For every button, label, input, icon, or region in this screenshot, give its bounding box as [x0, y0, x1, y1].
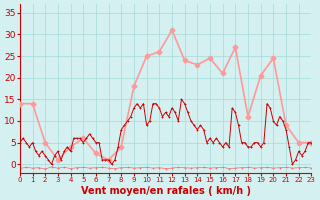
- X-axis label: Vent moyen/en rafales ( km/h ): Vent moyen/en rafales ( km/h ): [81, 186, 251, 196]
